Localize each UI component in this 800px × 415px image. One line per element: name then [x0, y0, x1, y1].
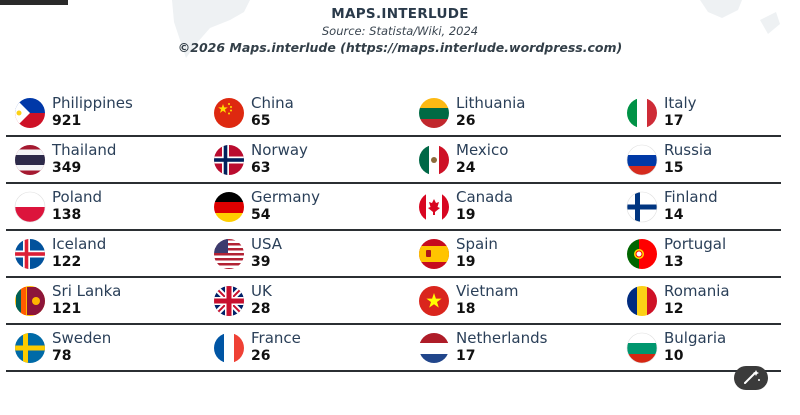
edit-image-button[interactable] — [734, 366, 768, 390]
country-count: 17 — [456, 348, 476, 364]
country-name: Germany — [251, 188, 320, 206]
country-name: Philippines — [52, 94, 133, 112]
country-name: Canada — [456, 188, 514, 206]
country-count: 63 — [251, 160, 271, 176]
canada-flag-icon — [419, 192, 449, 222]
mexico-flag-icon — [419, 145, 449, 175]
magic-wand-icon — [744, 370, 760, 384]
poland-flag-icon — [14, 191, 46, 223]
portugal-flag-icon — [627, 239, 657, 269]
philippines-flag-icon — [15, 98, 45, 128]
china-flag-icon — [214, 98, 244, 128]
finland-flag-icon — [626, 191, 658, 223]
country-count: 349 — [52, 160, 82, 176]
netherlands-flag-icon — [419, 333, 449, 363]
country-name: Finland — [664, 188, 718, 206]
country-count: 121 — [52, 301, 82, 317]
russia-flag-icon — [626, 144, 658, 176]
map-background-shape — [172, 0, 780, 58]
country-name: China — [251, 94, 294, 112]
country-count: 921 — [52, 113, 82, 129]
country-name: UK — [251, 282, 272, 300]
header: MAPS.INTERLUDE Source: Statista/Wiki, 20… — [0, 6, 800, 56]
spain-flag-icon — [419, 239, 449, 269]
country-name: Sweden — [52, 329, 112, 347]
country-count: 17 — [664, 113, 684, 129]
country-name: Norway — [251, 141, 308, 159]
grid-row: Philippines 921 China 65 Lithuania 26 — [6, 90, 781, 137]
country-count: 13 — [664, 254, 684, 270]
country-name: Mexico — [456, 141, 509, 159]
country-count: 122 — [52, 254, 82, 270]
country-count: 15 — [664, 160, 684, 176]
norway-flag-icon — [214, 145, 244, 175]
page-title: MAPS.INTERLUDE — [331, 6, 469, 22]
country-grid: Philippines 921 China 65 Lithuania 26 — [6, 90, 781, 372]
grid-row: Poland 138 Germany 54 Canada 19 — [6, 184, 781, 231]
copyright-note: ©2026 Maps.interlude (https://maps.inter… — [177, 40, 623, 55]
country-count: 12 — [664, 301, 684, 317]
france-flag-icon — [214, 333, 244, 363]
country-name: France — [251, 329, 301, 347]
country-count: 28 — [251, 301, 271, 317]
source-note: Source: Statista/Wiki, 2024 — [321, 24, 479, 38]
country-name: Sri Lanka — [52, 282, 122, 300]
country-name: Romania — [664, 282, 730, 300]
uk-flag-icon — [214, 286, 244, 316]
country-name: Spain — [456, 235, 498, 253]
country-name: Lithuania — [456, 94, 526, 112]
sri-lanka-flag-icon — [15, 286, 45, 316]
country-count: 138 — [52, 207, 82, 223]
grid-row: Thailand 349 Norway 63 Mexico 24 — [6, 137, 781, 184]
grid-row: Iceland 122 USA 39 — [6, 231, 781, 278]
country-name: Poland — [52, 188, 103, 206]
bulgaria-flag-icon — [626, 332, 658, 364]
romania-flag-icon — [627, 286, 657, 316]
grid-row: Sweden 78 France 26 Netherlands 17 — [6, 325, 781, 372]
iceland-flag-icon — [15, 239, 45, 269]
country-name: Iceland — [52, 235, 107, 253]
country-name: Portugal — [664, 235, 727, 253]
country-name: Russia — [664, 141, 713, 159]
country-count: 24 — [456, 160, 476, 176]
country-name: USA — [251, 235, 283, 253]
thailand-flag-icon — [15, 145, 45, 175]
country-count: 39 — [251, 254, 271, 270]
usa-flag-icon — [214, 239, 244, 269]
country-count: 19 — [456, 207, 476, 223]
country-name: Thailand — [52, 141, 117, 159]
country-count: 14 — [664, 207, 684, 223]
country-count: 78 — [52, 348, 72, 364]
country-count: 54 — [251, 207, 271, 223]
country-name: Netherlands — [456, 329, 548, 347]
country-count: 18 — [456, 301, 476, 317]
country-count: 26 — [251, 348, 271, 364]
country-name: Italy — [664, 94, 697, 112]
vietnam-flag-icon — [419, 286, 449, 316]
top-edge-bar — [0, 0, 68, 5]
country-count: 65 — [251, 113, 271, 129]
country-count: 26 — [456, 113, 476, 129]
sweden-flag-icon — [15, 333, 45, 363]
grid-row: Sri Lanka 121 UK 28 Vietnam 18 — [6, 278, 781, 325]
country-count: 10 — [664, 348, 684, 364]
country-name: Bulgaria — [664, 329, 727, 347]
country-count: 19 — [456, 254, 476, 270]
italy-flag-icon — [627, 98, 657, 128]
lithuania-flag-icon — [419, 98, 449, 128]
country-name: Vietnam — [456, 282, 519, 300]
germany-flag-icon — [214, 192, 244, 222]
